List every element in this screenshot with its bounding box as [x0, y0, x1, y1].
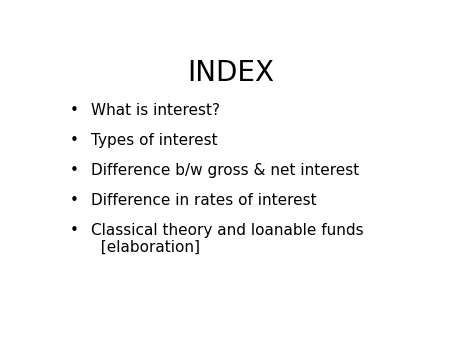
- Text: •: •: [70, 223, 79, 238]
- Text: •: •: [70, 163, 79, 178]
- Text: •: •: [70, 133, 79, 148]
- Text: Difference b/w gross & net interest: Difference b/w gross & net interest: [91, 163, 360, 178]
- Text: What is interest?: What is interest?: [91, 103, 220, 118]
- Text: Difference in rates of interest: Difference in rates of interest: [91, 193, 317, 208]
- Text: Types of interest: Types of interest: [91, 133, 218, 148]
- Text: •: •: [70, 103, 79, 118]
- Text: Classical theory and loanable funds
  [elaboration]: Classical theory and loanable funds [ela…: [91, 223, 364, 255]
- Text: INDEX: INDEX: [187, 59, 274, 87]
- Text: •: •: [70, 193, 79, 208]
